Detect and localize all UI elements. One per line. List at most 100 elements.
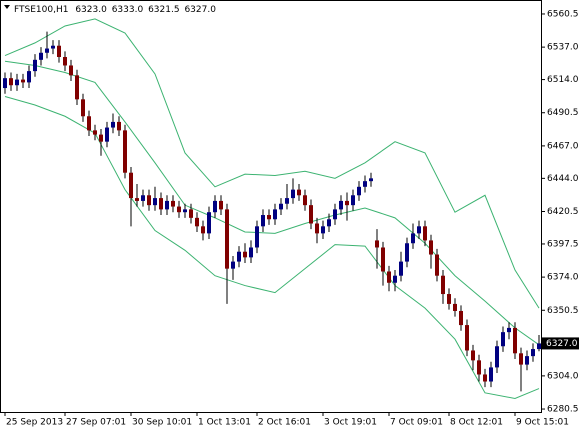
candle-body [249, 247, 253, 258]
candle-body [393, 275, 397, 283]
candle-body [93, 130, 97, 135]
y-tick-label: 6537.0 [547, 43, 579, 53]
candle-body [189, 209, 193, 218]
candle-body [135, 198, 139, 201]
candle-body [297, 189, 301, 196]
y-tick-label: 6560.5 [547, 9, 579, 19]
candle-body [105, 127, 109, 142]
candle-body [15, 79, 19, 86]
candle-body [231, 261, 235, 269]
candle-body [435, 254, 439, 276]
y-tick-label: 6490.5 [547, 108, 579, 118]
candle-body [159, 198, 163, 210]
candle-body [111, 121, 115, 128]
y-tick-label: 6350.5 [547, 306, 579, 316]
y-tick-label: 6420.5 [547, 207, 579, 217]
candle-body [279, 203, 283, 210]
candle-body [225, 209, 229, 269]
candle-body [267, 215, 271, 220]
x-tick-label: 9 Oct 15:01 [516, 418, 569, 428]
candle-body [459, 310, 463, 326]
candle-body [51, 45, 55, 49]
header-open: 6323.0 [75, 5, 107, 15]
candle-body [369, 178, 373, 182]
candle-body [351, 195, 355, 206]
candle-body [243, 251, 247, 258]
candle-body [525, 356, 529, 365]
plot-frame [0, 0, 542, 413]
current-price-label: 6327.0 [546, 339, 578, 349]
candle-body [453, 303, 457, 311]
candle-body [123, 130, 127, 173]
candle-body [285, 198, 289, 204]
candle-body [237, 251, 241, 262]
x-tick-label: 8 Oct 12:01 [450, 418, 503, 428]
candle-body [171, 200, 175, 207]
candle-body [255, 226, 259, 248]
candle-body [513, 327, 517, 354]
candle-body [405, 243, 409, 262]
candle-body [423, 226, 427, 241]
candle-body [489, 367, 493, 382]
y-tick-label: 6304.0 [547, 371, 579, 381]
candle-body [273, 209, 277, 220]
candle-body [345, 200, 349, 206]
candle-body [207, 212, 211, 234]
x-tick-label: 25 Sep 2013 [6, 418, 63, 428]
candle-body [213, 200, 217, 213]
candle-body [519, 353, 523, 365]
candle-body [501, 332, 505, 347]
y-tick-label: 6514.0 [547, 75, 579, 85]
y-tick-label: 6374.0 [547, 273, 579, 283]
candle-body [99, 134, 103, 142]
candle-body [27, 71, 31, 83]
y-tick-label: 6467.0 [547, 141, 579, 151]
y-tick-label: 6397.5 [547, 239, 579, 249]
candle-body [291, 189, 295, 199]
x-tick-label: 30 Sep 10:01 [132, 418, 192, 428]
candle-body [3, 78, 7, 89]
candle-body [441, 275, 445, 295]
candle-body [261, 215, 265, 227]
x-tick-label: 1 Oct 13:01 [198, 418, 251, 428]
candle-body [63, 57, 67, 66]
menu-triangle [4, 5, 10, 9]
candle-body [381, 247, 385, 272]
candle-body [339, 200, 343, 210]
candle-body [447, 294, 451, 304]
candle-body [87, 116, 91, 131]
y-tick-label: 6444.0 [547, 174, 579, 184]
symbol: FTSE100,H1 [14, 5, 68, 15]
candle-body [327, 219, 331, 227]
candle-body [321, 226, 325, 234]
candle-body [45, 48, 49, 53]
y-tick-label: 6280.5 [547, 405, 579, 415]
header-high: 6333.0 [112, 5, 144, 15]
candle-body [165, 200, 169, 210]
candle-body [117, 121, 121, 131]
candle-body [495, 346, 499, 368]
candle-body [33, 59, 37, 72]
candle-body [483, 374, 487, 382]
candle-body [153, 198, 157, 206]
x-tick-label: 27 Sep 07:01 [66, 418, 126, 428]
candle-body [471, 350, 475, 361]
candle-body [537, 343, 541, 350]
candle-body [411, 233, 415, 244]
candle-body [69, 65, 73, 76]
x-tick-label: 3 Oct 19:01 [324, 418, 377, 428]
bollinger-band [4, 18, 540, 309]
candle-body [315, 223, 319, 234]
candle-body [57, 45, 61, 58]
x-tick-label: 2 Oct 16:01 [258, 418, 311, 428]
candle-body [81, 99, 85, 117]
candle-body [195, 217, 199, 227]
candle-body [309, 205, 313, 224]
bollinger-band [4, 60, 540, 346]
candle-body [75, 75, 79, 100]
candle-body [9, 78, 13, 86]
candle-body [129, 172, 133, 199]
candle-body [477, 360, 481, 375]
